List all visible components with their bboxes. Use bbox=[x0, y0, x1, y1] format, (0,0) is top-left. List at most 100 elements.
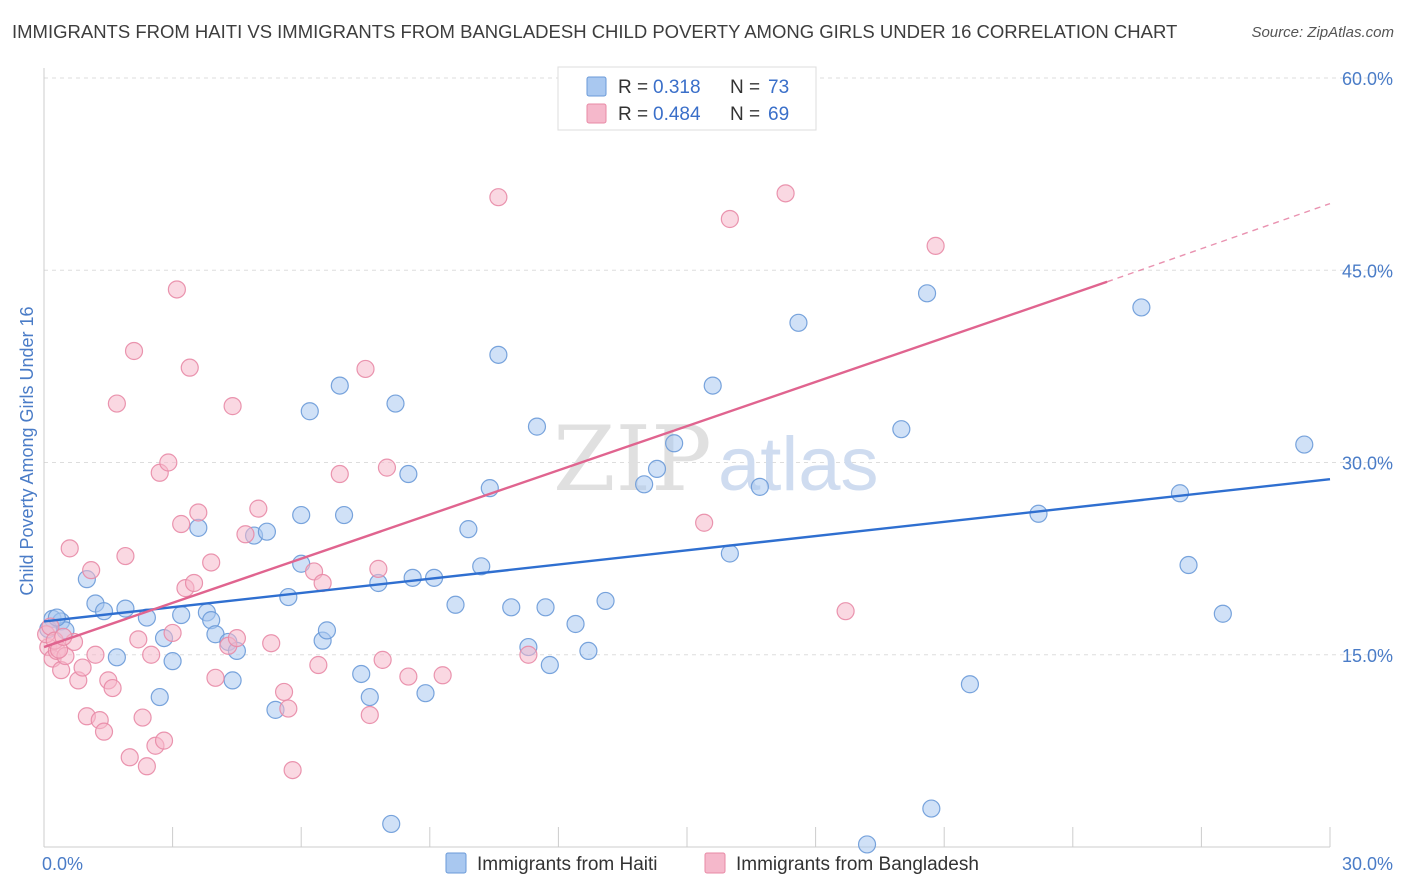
bangladesh-point bbox=[377, 458, 397, 477]
bangladesh-point bbox=[172, 514, 191, 534]
haiti-point bbox=[960, 675, 980, 694]
haiti-point bbox=[386, 394, 405, 413]
bangladesh-point bbox=[133, 708, 152, 727]
bangladesh-point bbox=[73, 658, 92, 677]
haiti-trend-line bbox=[43, 477, 1331, 623]
haiti-point bbox=[1295, 435, 1314, 454]
chart-title: IMMIGRANTS FROM HAITI VS IMMIGRANTS FROM… bbox=[12, 21, 1178, 42]
bangladesh-point bbox=[309, 655, 328, 675]
bangladesh-point bbox=[60, 539, 79, 558]
haiti-point bbox=[1029, 504, 1048, 523]
legend-n-label-haiti: N = bbox=[730, 77, 760, 98]
haiti-point bbox=[917, 284, 937, 303]
haiti-point bbox=[665, 434, 684, 453]
bottom-legend-swatch-haiti bbox=[445, 852, 467, 874]
haiti-point bbox=[399, 464, 418, 484]
bangladesh-point bbox=[926, 236, 945, 255]
y-tick-label: 30.0% bbox=[1342, 454, 1393, 474]
bangladesh-point bbox=[189, 503, 208, 522]
haiti-point bbox=[566, 614, 585, 634]
bangladesh-trend-extension bbox=[1106, 202, 1331, 283]
haiti-point bbox=[527, 417, 547, 436]
haiti-point bbox=[502, 598, 521, 617]
bangladesh-point bbox=[154, 731, 174, 750]
haiti-point bbox=[892, 420, 911, 439]
bangladesh-trend-line bbox=[43, 280, 1108, 649]
haiti-point bbox=[635, 475, 654, 494]
bottom-legend-label-haiti: Immigrants from Haiti bbox=[477, 854, 658, 875]
bangladesh-point bbox=[330, 464, 349, 484]
legend-r-value-bangladesh: 0.484 bbox=[653, 104, 701, 125]
bangladesh-point bbox=[776, 184, 795, 203]
haiti-point bbox=[334, 505, 354, 525]
source-label: Source: ZipAtlas.com bbox=[1251, 24, 1394, 41]
bangladesh-point bbox=[86, 645, 105, 664]
haiti-point bbox=[1213, 604, 1232, 623]
haiti-point bbox=[489, 345, 508, 364]
haiti-point bbox=[163, 652, 182, 671]
bangladesh-point bbox=[519, 645, 538, 664]
haiti-point bbox=[189, 518, 208, 537]
legend-swatch-bangladesh bbox=[586, 103, 607, 124]
haiti-point bbox=[416, 684, 435, 703]
haiti-point bbox=[292, 505, 311, 525]
bangladesh-point bbox=[120, 748, 139, 767]
bangladesh-point bbox=[373, 650, 392, 669]
haiti-point bbox=[279, 587, 298, 607]
haiti-point bbox=[857, 835, 877, 854]
haiti-point bbox=[116, 599, 135, 618]
bangladesh-point bbox=[283, 760, 302, 780]
haiti-point bbox=[579, 641, 598, 661]
bangladesh-point bbox=[167, 280, 186, 299]
legend-r-label-haiti: R = bbox=[618, 77, 648, 98]
haiti-point bbox=[720, 544, 739, 563]
haiti-point bbox=[750, 477, 769, 496]
y-tick-label: 45.0% bbox=[1342, 261, 1393, 281]
bangladesh-point bbox=[836, 602, 855, 621]
bangladesh-point bbox=[206, 668, 225, 687]
bangladesh-point bbox=[116, 546, 135, 566]
top-legend: R = 0.318 N = 73 R = 0.484 N = 69 bbox=[557, 66, 817, 131]
haiti-point bbox=[317, 621, 337, 640]
y-axis-label: Child Poverty Among Girls Under 16 bbox=[17, 306, 37, 595]
y-tick-label: 15.0% bbox=[1342, 646, 1393, 666]
legend-n-value-bangladesh: 69 bbox=[768, 104, 789, 125]
bangladesh-point bbox=[142, 645, 161, 664]
haiti-point bbox=[94, 602, 114, 621]
haiti-point bbox=[382, 814, 401, 834]
y-tick-label: 60.0% bbox=[1342, 69, 1393, 89]
bangladesh-point bbox=[356, 359, 375, 379]
haiti-point bbox=[403, 568, 422, 587]
tick-labels: 15.0% 30.0% 45.0% 60.0% 0.0% 30.0% bbox=[42, 69, 1393, 874]
haiti-point bbox=[352, 664, 371, 684]
axes bbox=[43, 68, 1331, 848]
bangladesh-point bbox=[223, 397, 242, 416]
bangladesh-point bbox=[695, 513, 714, 532]
haiti-point bbox=[1170, 484, 1190, 503]
legend-r-value-haiti: 0.318 bbox=[653, 77, 701, 98]
haiti-point bbox=[257, 522, 277, 541]
bangladesh-point bbox=[129, 630, 148, 649]
haiti-point bbox=[223, 671, 242, 690]
haiti-point bbox=[472, 557, 491, 576]
haiti-point bbox=[789, 313, 808, 332]
legend-r-label-bangladesh: R = bbox=[618, 104, 648, 125]
bottom-legend-label-bangladesh: Immigrants from Bangladesh bbox=[736, 854, 979, 875]
haiti-point bbox=[107, 648, 126, 667]
bangladesh-point bbox=[124, 341, 144, 361]
trend-lines bbox=[43, 202, 1331, 649]
legend-n-label-bangladesh: N = bbox=[730, 104, 760, 125]
bangladesh-point bbox=[137, 757, 156, 776]
bottom-legend: Immigrants from Haiti Immigrants from Ba… bbox=[445, 852, 979, 875]
bangladesh-point bbox=[262, 634, 281, 653]
haiti-point bbox=[1179, 555, 1198, 575]
bangladesh-point bbox=[163, 623, 182, 643]
x-tick-label: 30.0% bbox=[1342, 854, 1393, 874]
bangladesh-point bbox=[360, 705, 379, 725]
bangladesh-point bbox=[202, 553, 221, 572]
haiti-point bbox=[459, 520, 478, 539]
scatter-points bbox=[37, 184, 1314, 854]
bangladesh-point bbox=[236, 525, 255, 544]
haiti-point bbox=[922, 799, 941, 818]
